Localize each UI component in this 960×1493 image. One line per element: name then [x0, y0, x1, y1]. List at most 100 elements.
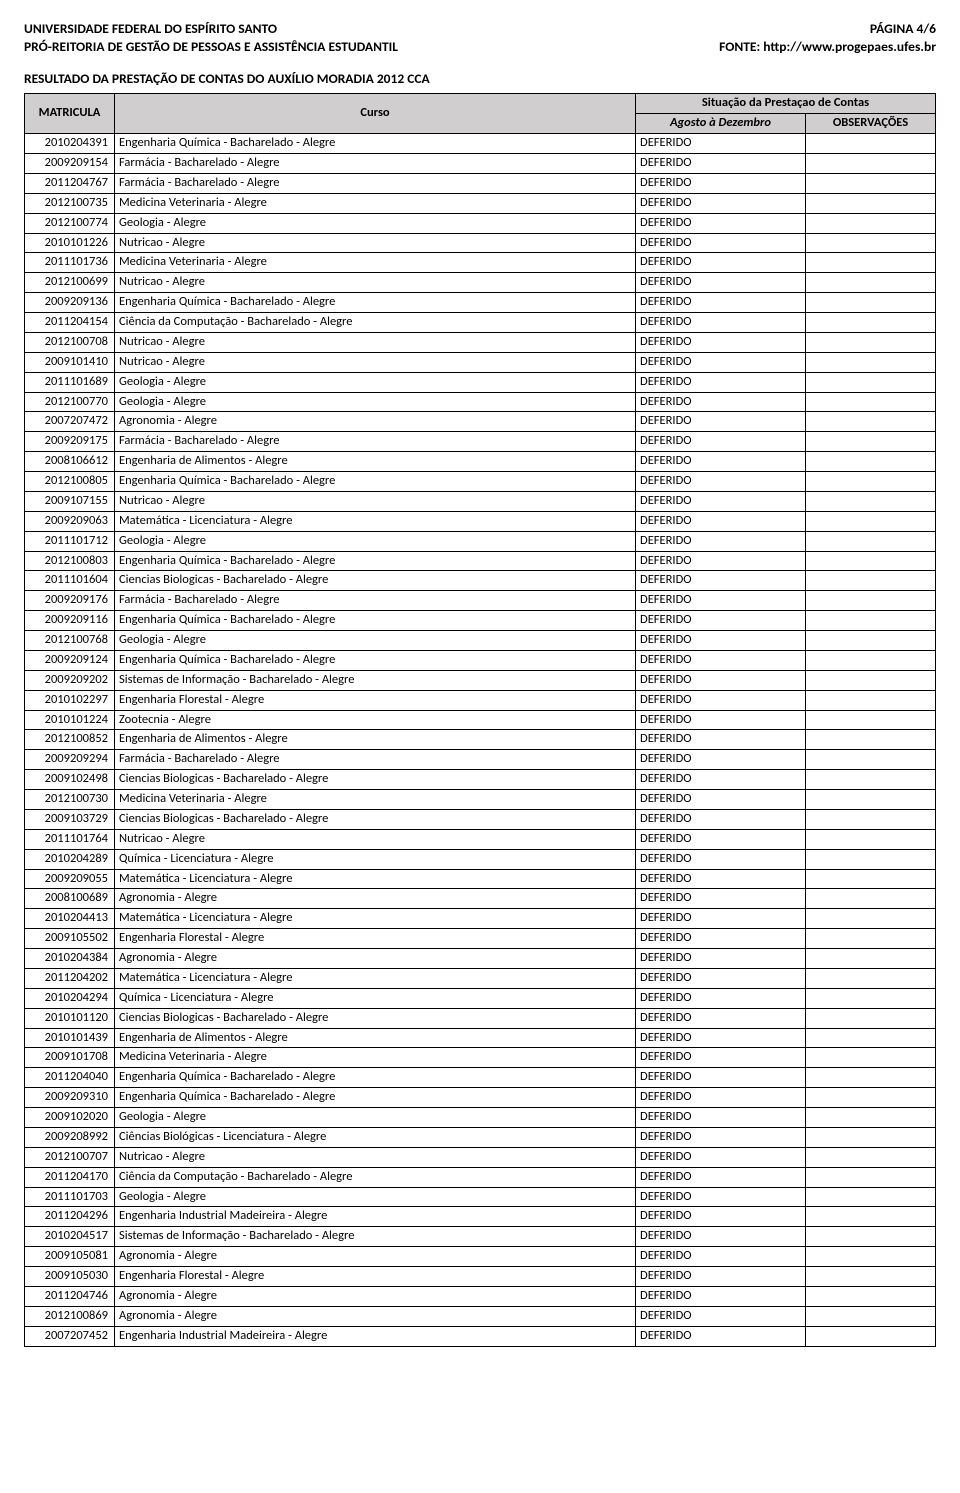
table-row: 2009209176Farmácia - Bacharelado - Alegr… — [25, 591, 936, 611]
cell-matricula: 2009107155 — [25, 491, 115, 511]
cell-situacao: DEFERIDO — [636, 472, 806, 492]
cell-matricula: 2011204170 — [25, 1167, 115, 1187]
cell-observacoes — [806, 571, 936, 591]
cell-matricula: 2011204040 — [25, 1068, 115, 1088]
cell-curso: Agronomia - Alegre — [115, 889, 636, 909]
cell-observacoes — [806, 173, 936, 193]
table-row: 2012100803Engenharia Química - Bacharela… — [25, 551, 936, 571]
cell-observacoes — [806, 670, 936, 690]
cell-curso: Geologia - Alegre — [115, 1187, 636, 1207]
table-row: 2010101120Ciencias Biologicas - Bacharel… — [25, 1008, 936, 1028]
cell-curso: Nutricao - Alegre — [115, 233, 636, 253]
cell-matricula: 2010204289 — [25, 849, 115, 869]
cell-matricula: 2008100689 — [25, 889, 115, 909]
table-row: 2011204202Matemática - Licenciatura - Al… — [25, 968, 936, 988]
table-head: MATRICULA Curso Situação da Prestaçao de… — [25, 94, 936, 134]
table-body: 2010204391 Engenharia Química - Bacharela… — [25, 134, 936, 1346]
cell-situacao: DEFERIDO — [636, 1008, 806, 1028]
cell-curso: Ciencias Biologicas - Bacharelado - Aleg… — [115, 809, 636, 829]
cell-matricula: 2011101703 — [25, 1187, 115, 1207]
cell-curso: Engenharia Florestal - Alegre — [115, 929, 636, 949]
page-header: UNIVERSIDADE FEDERAL DO ESPÍRITO SANTO P… — [24, 20, 936, 56]
cell-curso: Engenharia Química - Bacharelado - Alegr… — [115, 650, 636, 670]
cell-matricula: 2009209063 — [25, 511, 115, 531]
cell-situacao: DEFERIDO — [636, 710, 806, 730]
table-row: 2010204289Química - Licenciatura - Alegr… — [25, 849, 936, 869]
table-row: 2009209055Matemática - Licenciatura - Al… — [25, 869, 936, 889]
cell-matricula: 2009209154 — [25, 154, 115, 174]
table-row: 2007207472Agronomia - AlegreDEFERIDO — [25, 412, 936, 432]
table-row: 2010204391Engenharia Química - Bacharela… — [25, 134, 936, 154]
cell-observacoes — [806, 1068, 936, 1088]
cell-situacao: DEFERIDO — [636, 273, 806, 293]
table-row: 2011204170Ciência da Computação - Bachar… — [25, 1167, 936, 1187]
cell-curso: Matemática - Licenciatura - Alegre — [115, 909, 636, 929]
cell-situacao: DEFERIDO — [636, 1187, 806, 1207]
cell-curso: Engenharia Química - Bacharelado - Alegr… — [115, 1088, 636, 1108]
cell-situacao: DEFERIDO — [636, 1068, 806, 1088]
cell-matricula: 2010204517 — [25, 1227, 115, 1247]
cell-situacao: DEFERIDO — [636, 750, 806, 770]
cell-situacao: DEFERIDO — [636, 770, 806, 790]
cell-observacoes — [806, 949, 936, 969]
table-row: 2008106612Engenharia de Alimentos - Aleg… — [25, 452, 936, 472]
cell-matricula: 2011204746 — [25, 1286, 115, 1306]
table-row: 2008100689Agronomia - AlegreDEFERIDO — [25, 889, 936, 909]
cell-curso: Engenharia Industrial Madeireira - Alegr… — [115, 1326, 636, 1346]
cell-observacoes — [806, 988, 936, 1008]
cell-matricula: 2012100730 — [25, 790, 115, 810]
cell-situacao: DEFERIDO — [636, 531, 806, 551]
cell-observacoes — [806, 690, 936, 710]
cell-matricula: 2012100735 — [25, 193, 115, 213]
cell-matricula: 2009103729 — [25, 809, 115, 829]
cell-situacao: DEFERIDO — [636, 313, 806, 333]
table-row: 2010204517Sistemas de Informação - Bacha… — [25, 1227, 936, 1247]
cell-matricula: 2010101439 — [25, 1028, 115, 1048]
cell-situacao: DEFERIDO — [636, 1267, 806, 1287]
table-row: 2009101410Nutricao - AlegreDEFERIDO — [25, 352, 936, 372]
result-title: RESULTADO DA PRESTAÇÃO DE CONTAS DO AUXÍ… — [24, 70, 936, 87]
table-row: 2010101439Engenharia de Alimentos - Aleg… — [25, 1028, 936, 1048]
cell-curso: Engenharia Florestal - Alegre — [115, 690, 636, 710]
cell-situacao: DEFERIDO — [636, 372, 806, 392]
cell-curso: Química - Licenciatura - Alegre — [115, 849, 636, 869]
table-row: 2009208992Ciências Biológicas - Licencia… — [25, 1127, 936, 1147]
cell-curso: Engenharia de Alimentos - Alegre — [115, 730, 636, 750]
cell-matricula: 2012100707 — [25, 1147, 115, 1167]
table-row: 2010204294Química - Licenciatura - Alegr… — [25, 988, 936, 1008]
cell-curso: Agronomia - Alegre — [115, 412, 636, 432]
cell-observacoes — [806, 432, 936, 452]
cell-observacoes — [806, 650, 936, 670]
th-curso: Curso — [115, 94, 636, 134]
cell-matricula: 2010204413 — [25, 909, 115, 929]
cell-observacoes — [806, 1108, 936, 1128]
cell-observacoes — [806, 790, 936, 810]
table-row: 2010101226Nutricao - AlegreDEFERIDO — [25, 233, 936, 253]
cell-matricula: 2011204202 — [25, 968, 115, 988]
cell-observacoes — [806, 770, 936, 790]
cell-matricula: 2009102020 — [25, 1108, 115, 1128]
cell-curso: Medicina Veterinaria - Alegre — [115, 193, 636, 213]
table-row: 2012100735Medicina Veterinaria - AlegreD… — [25, 193, 936, 213]
cell-matricula: 2010204294 — [25, 988, 115, 1008]
table-row: 2009209294Farmácia - Bacharelado - Alegr… — [25, 750, 936, 770]
cell-observacoes — [806, 313, 936, 333]
cell-curso: Matemática - Licenciatura - Alegre — [115, 511, 636, 531]
cell-curso: Engenharia Química - Bacharelado - Alegr… — [115, 551, 636, 571]
cell-matricula: 2009101410 — [25, 352, 115, 372]
cell-curso: Matemática - Licenciatura - Alegre — [115, 968, 636, 988]
cell-matricula: 2009209136 — [25, 293, 115, 313]
cell-observacoes — [806, 1008, 936, 1028]
cell-matricula: 2009105502 — [25, 929, 115, 949]
source-line: FONTE: http://www.progepaes.ufes.br — [719, 38, 936, 56]
cell-matricula: 2007207452 — [25, 1326, 115, 1346]
cell-matricula: 2010204391 — [25, 134, 115, 154]
cell-situacao: DEFERIDO — [636, 1127, 806, 1147]
cell-matricula: 2009209055 — [25, 869, 115, 889]
cell-observacoes — [806, 611, 936, 631]
cell-observacoes — [806, 1088, 936, 1108]
table-row: 2009209063Matemática - Licenciatura - Al… — [25, 511, 936, 531]
cell-observacoes — [806, 1286, 936, 1306]
cell-curso: Engenharia Química - Bacharelado - Alegr… — [115, 472, 636, 492]
cell-curso: Ciência da Computação - Bacharelado - Al… — [115, 1167, 636, 1187]
